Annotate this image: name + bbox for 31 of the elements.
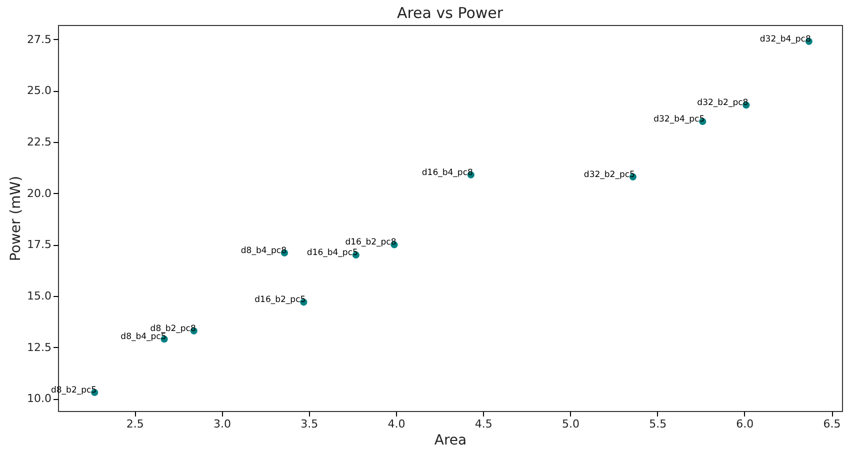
y-tick-label: 22.5 [27, 136, 52, 149]
x-tick-label: 6.0 [736, 418, 754, 430]
x-tick-label: 4.5 [474, 418, 492, 430]
annotation: d32_b4_pc8 [760, 34, 811, 44]
y-axis-title: Power (mW) [8, 176, 24, 262]
x-tick-label: 3.0 [214, 418, 232, 430]
annotation: d8_b2_pc8 [150, 324, 196, 334]
annotation: d16_b2_pc8 [345, 238, 396, 248]
annotation: d16_b4_pc5 [306, 248, 358, 258]
annotation: d8_b4_pc5 [120, 332, 166, 342]
annotation: d32_b2_pc5 [584, 170, 635, 180]
annotation: d16_b4_pc8 [422, 168, 473, 178]
annotation: d8_b4_pc8 [240, 246, 286, 256]
annotation: d16_b2_pc5 [254, 295, 306, 306]
y-tick-label: 15.0 [27, 290, 52, 303]
y-tick-label: 25.0 [27, 84, 52, 98]
y-tick-label: 12.5 [27, 340, 52, 354]
chart-title: Area vs Power [396, 4, 504, 22]
x-tick-label: 2.5 [126, 418, 144, 430]
y-tick-label: 20.0 [27, 186, 52, 200]
y-tick-label: 27.5 [27, 32, 52, 46]
x-tick-label: 4.0 [388, 418, 406, 430]
x-tick-label: 6.5 [823, 418, 841, 430]
y-tick-label: 17.5 [27, 238, 52, 252]
annotation: d32_b2_pc8 [697, 98, 748, 108]
x-tick-label: 5.5 [649, 418, 667, 430]
annotation: d32_b4_pc5 [654, 114, 705, 124]
x-tick-label: 3.5 [300, 418, 318, 430]
x-axis-title: Area [434, 432, 467, 448]
y-tick-label: 10.0 [27, 392, 52, 406]
x-tick-label: 5.0 [562, 418, 580, 430]
